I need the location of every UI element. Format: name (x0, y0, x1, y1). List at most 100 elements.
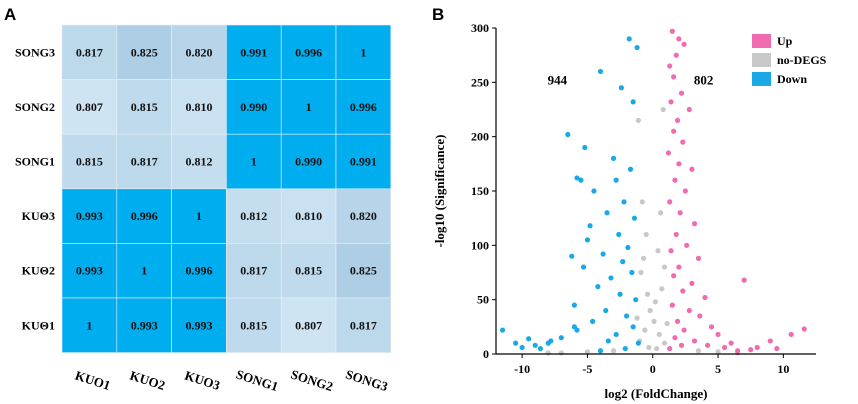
volcano-point-up (674, 318, 681, 324)
volcano-point-up (672, 177, 678, 183)
volcano-point-up (681, 327, 687, 333)
heatmap-row-label: KUΘ3 (22, 209, 55, 223)
volcano-point-up (667, 63, 673, 69)
volcano-point-down (580, 264, 587, 270)
heatmap-row-label: SONG3 (15, 45, 55, 59)
heatmap-column-label: SONG2 (289, 366, 335, 394)
heatmap-cell (280, 133, 337, 190)
volcano-point-down (604, 210, 610, 216)
y-tick-label: 200 (471, 130, 489, 144)
x-tick-label: 5 (715, 362, 721, 376)
volcano-point-up (686, 307, 692, 314)
volcano-point-up (676, 264, 682, 270)
volcano-point-up (682, 188, 688, 194)
legend-label: Down (777, 72, 807, 86)
y-axis-title: -log10 (Significance) (432, 134, 447, 247)
volcano-point-up (681, 41, 687, 47)
x-tick-label: 10 (777, 362, 789, 376)
volcano-point-no-degs (652, 299, 658, 305)
heatmap-cell (171, 243, 227, 299)
volcano-point-down (569, 253, 575, 259)
heatmap-cell (335, 24, 392, 80)
legend-swatch (752, 72, 771, 86)
volcano-point-no-degs (584, 349, 591, 355)
heatmap-cell (116, 24, 172, 80)
x-axis-title: log2 (FoldChange) (605, 386, 708, 401)
y-tick-label: 50 (477, 293, 489, 307)
volcano-point-down (584, 237, 591, 243)
heatmap-row-label: KUΘ2 (22, 264, 55, 278)
volcano-point-no-degs (640, 255, 647, 261)
heatmap-cell (116, 133, 172, 190)
heatmap-column-label: KUO3 (183, 368, 222, 394)
legend-swatch (752, 53, 771, 67)
volcano-point-down (616, 231, 622, 238)
y-tick-label: 150 (471, 184, 489, 198)
heatmap-column-label: SONG1 (234, 366, 280, 394)
heatmap-cell-label: 0.812 (186, 155, 213, 169)
heatmap-cell-label: 0.990 (295, 155, 322, 169)
volcano-point-up (684, 242, 690, 248)
legend-label: no-DEGS (777, 53, 827, 67)
volcano-point-down (603, 307, 609, 314)
volcano-point-up (669, 302, 675, 308)
volcano-point-up (676, 36, 682, 42)
heatmap-cell (61, 188, 118, 244)
volcano-point-up (668, 99, 674, 105)
volcano-point-down (605, 338, 611, 344)
volcano-point-down (595, 284, 601, 290)
volcano-point-up (708, 324, 715, 330)
volcano-point-no-degs (661, 340, 668, 346)
volcano-point-up (689, 280, 695, 286)
volcano-point-down (571, 302, 577, 308)
volcano-point-down (613, 331, 619, 338)
volcano-point-no-degs (642, 327, 648, 333)
volcano-point-up (767, 338, 773, 344)
x-tick-label: -10 (514, 362, 530, 376)
heatmap-cell-label: 1 (306, 100, 312, 114)
volcano-point-down (578, 177, 584, 183)
volcano-point-no-degs (715, 349, 721, 355)
volcano-point-no-degs (656, 331, 662, 338)
heatmap-panel: 0.817 0.825 0.820 0.991 0.996 1 SONG3 0.807 0.81… (15, 24, 392, 394)
volcano-point-no-degs (639, 199, 645, 205)
heatmap-row-label: SONG2 (15, 100, 55, 114)
volcano-point-no-degs (638, 269, 644, 276)
volcano-point-no-degs (659, 286, 665, 292)
volcano-point-up (788, 331, 794, 338)
heatmap-cell (335, 133, 392, 190)
volcano-point-up (677, 210, 683, 216)
heatmap-cell (61, 24, 118, 80)
volcano-point-up (704, 342, 711, 348)
volcano-point-down (621, 199, 627, 205)
heatmap-cell-label: 0.820 (350, 209, 377, 223)
heatmap-cell-label: 0.825 (131, 45, 158, 59)
heatmap-cell (171, 133, 227, 190)
volcano-point-down (624, 313, 630, 319)
volcano-point-down (565, 131, 571, 138)
heatmap-cell (226, 243, 282, 299)
x-tick-label: -5 (582, 362, 592, 376)
down-count-label: 944 (548, 73, 568, 88)
volcano-point-up (689, 166, 695, 172)
y-tick-label: 0 (483, 347, 489, 361)
volcano-point-no-degs (610, 348, 617, 354)
volcano-point-down (532, 342, 538, 348)
volcano-point-up (676, 161, 682, 167)
volcano-point-down (635, 340, 641, 346)
volcano-point-up (680, 139, 686, 145)
heatmap-cell (171, 24, 227, 80)
volcano-point-down (591, 188, 597, 194)
heatmap-cell-label: 0.815 (76, 155, 103, 169)
heatmap-cell (116, 188, 172, 244)
heatmap-cell-label: 0.817 (350, 318, 377, 332)
heatmap-cell-label: 0.996 (295, 45, 322, 59)
heatmap-cell (116, 79, 172, 135)
volcano-point-up (667, 345, 673, 352)
heatmap-column-label: KUO1 (73, 368, 112, 393)
heatmap-column-label: KUO2 (128, 368, 167, 393)
volcano-point-no-degs (635, 117, 641, 123)
y-tick-label: 100 (471, 238, 489, 252)
volcano-point-down (633, 297, 639, 303)
